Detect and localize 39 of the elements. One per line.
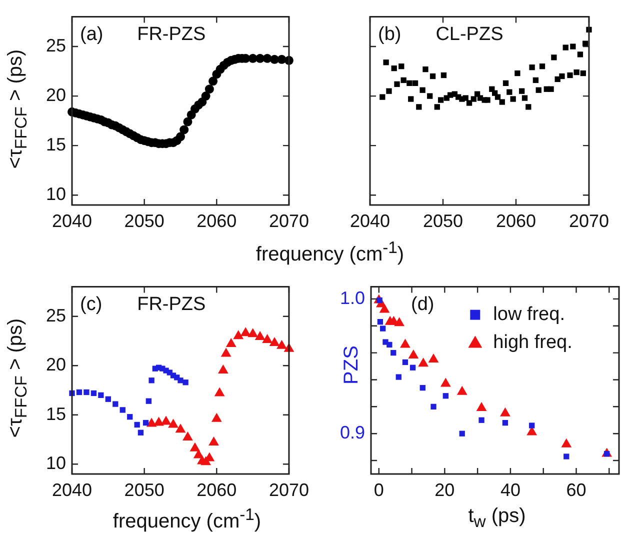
legend-label: low freq. bbox=[493, 304, 565, 326]
y-tick-label: 10 bbox=[46, 184, 66, 204]
x-tick-label: 2040 bbox=[52, 480, 92, 500]
legend-label: high freq. bbox=[493, 332, 572, 354]
chart-title: FR-PZS bbox=[137, 294, 206, 316]
y-tick-label: 20 bbox=[46, 85, 66, 106]
x-tick-label: 2070 bbox=[268, 480, 309, 500]
x-tick-label: 2070 bbox=[568, 210, 609, 231]
x-tick-label: 0 bbox=[374, 480, 384, 500]
x-tick-label: 20 bbox=[434, 480, 455, 500]
y-tick-label: 1.0 bbox=[340, 288, 365, 308]
x-tick-label: 2040 bbox=[350, 210, 390, 231]
x-tick-label: 2070 bbox=[268, 210, 309, 231]
y-tick-label: 15 bbox=[46, 404, 66, 424]
x-tick-label: 60 bbox=[566, 480, 586, 500]
x-tick-label: 2050 bbox=[422, 210, 464, 231]
x-tick-label: 2060 bbox=[496, 210, 536, 231]
y-tick-label: 20 bbox=[46, 354, 66, 375]
x-axis-title: frequency (cm$^{-1}$) bbox=[112, 505, 262, 534]
annotation: (c) bbox=[80, 294, 102, 316]
y-tick-label: 15 bbox=[46, 134, 66, 155]
y-tick-label: 25 bbox=[46, 35, 66, 56]
y-tick-label: 10 bbox=[46, 453, 66, 474]
chart-title: CL-PZS bbox=[436, 24, 504, 46]
chart-title: FR-PZS bbox=[137, 24, 206, 46]
y-tick-label: 25 bbox=[46, 305, 66, 326]
y-tick-label: 0.9 bbox=[340, 422, 365, 443]
annotation: (b) bbox=[378, 24, 402, 46]
x-tick-label: 40 bbox=[500, 480, 520, 500]
y-axis-title: PZS bbox=[340, 346, 364, 384]
x-tick-label: 2050 bbox=[124, 480, 164, 500]
x-tick-label: 2040 bbox=[52, 210, 92, 231]
x-axis-title: t$_{w}$ (ps) bbox=[468, 505, 526, 532]
x-tick-label: 2060 bbox=[196, 210, 237, 231]
annotation: (a) bbox=[80, 24, 104, 46]
x-axis-title: frequency (cm$^{-1}$) bbox=[256, 238, 404, 267]
annotation: (d) bbox=[411, 294, 434, 316]
x-tick-label: 2050 bbox=[124, 210, 164, 231]
x-tick-label: 2060 bbox=[196, 480, 237, 500]
